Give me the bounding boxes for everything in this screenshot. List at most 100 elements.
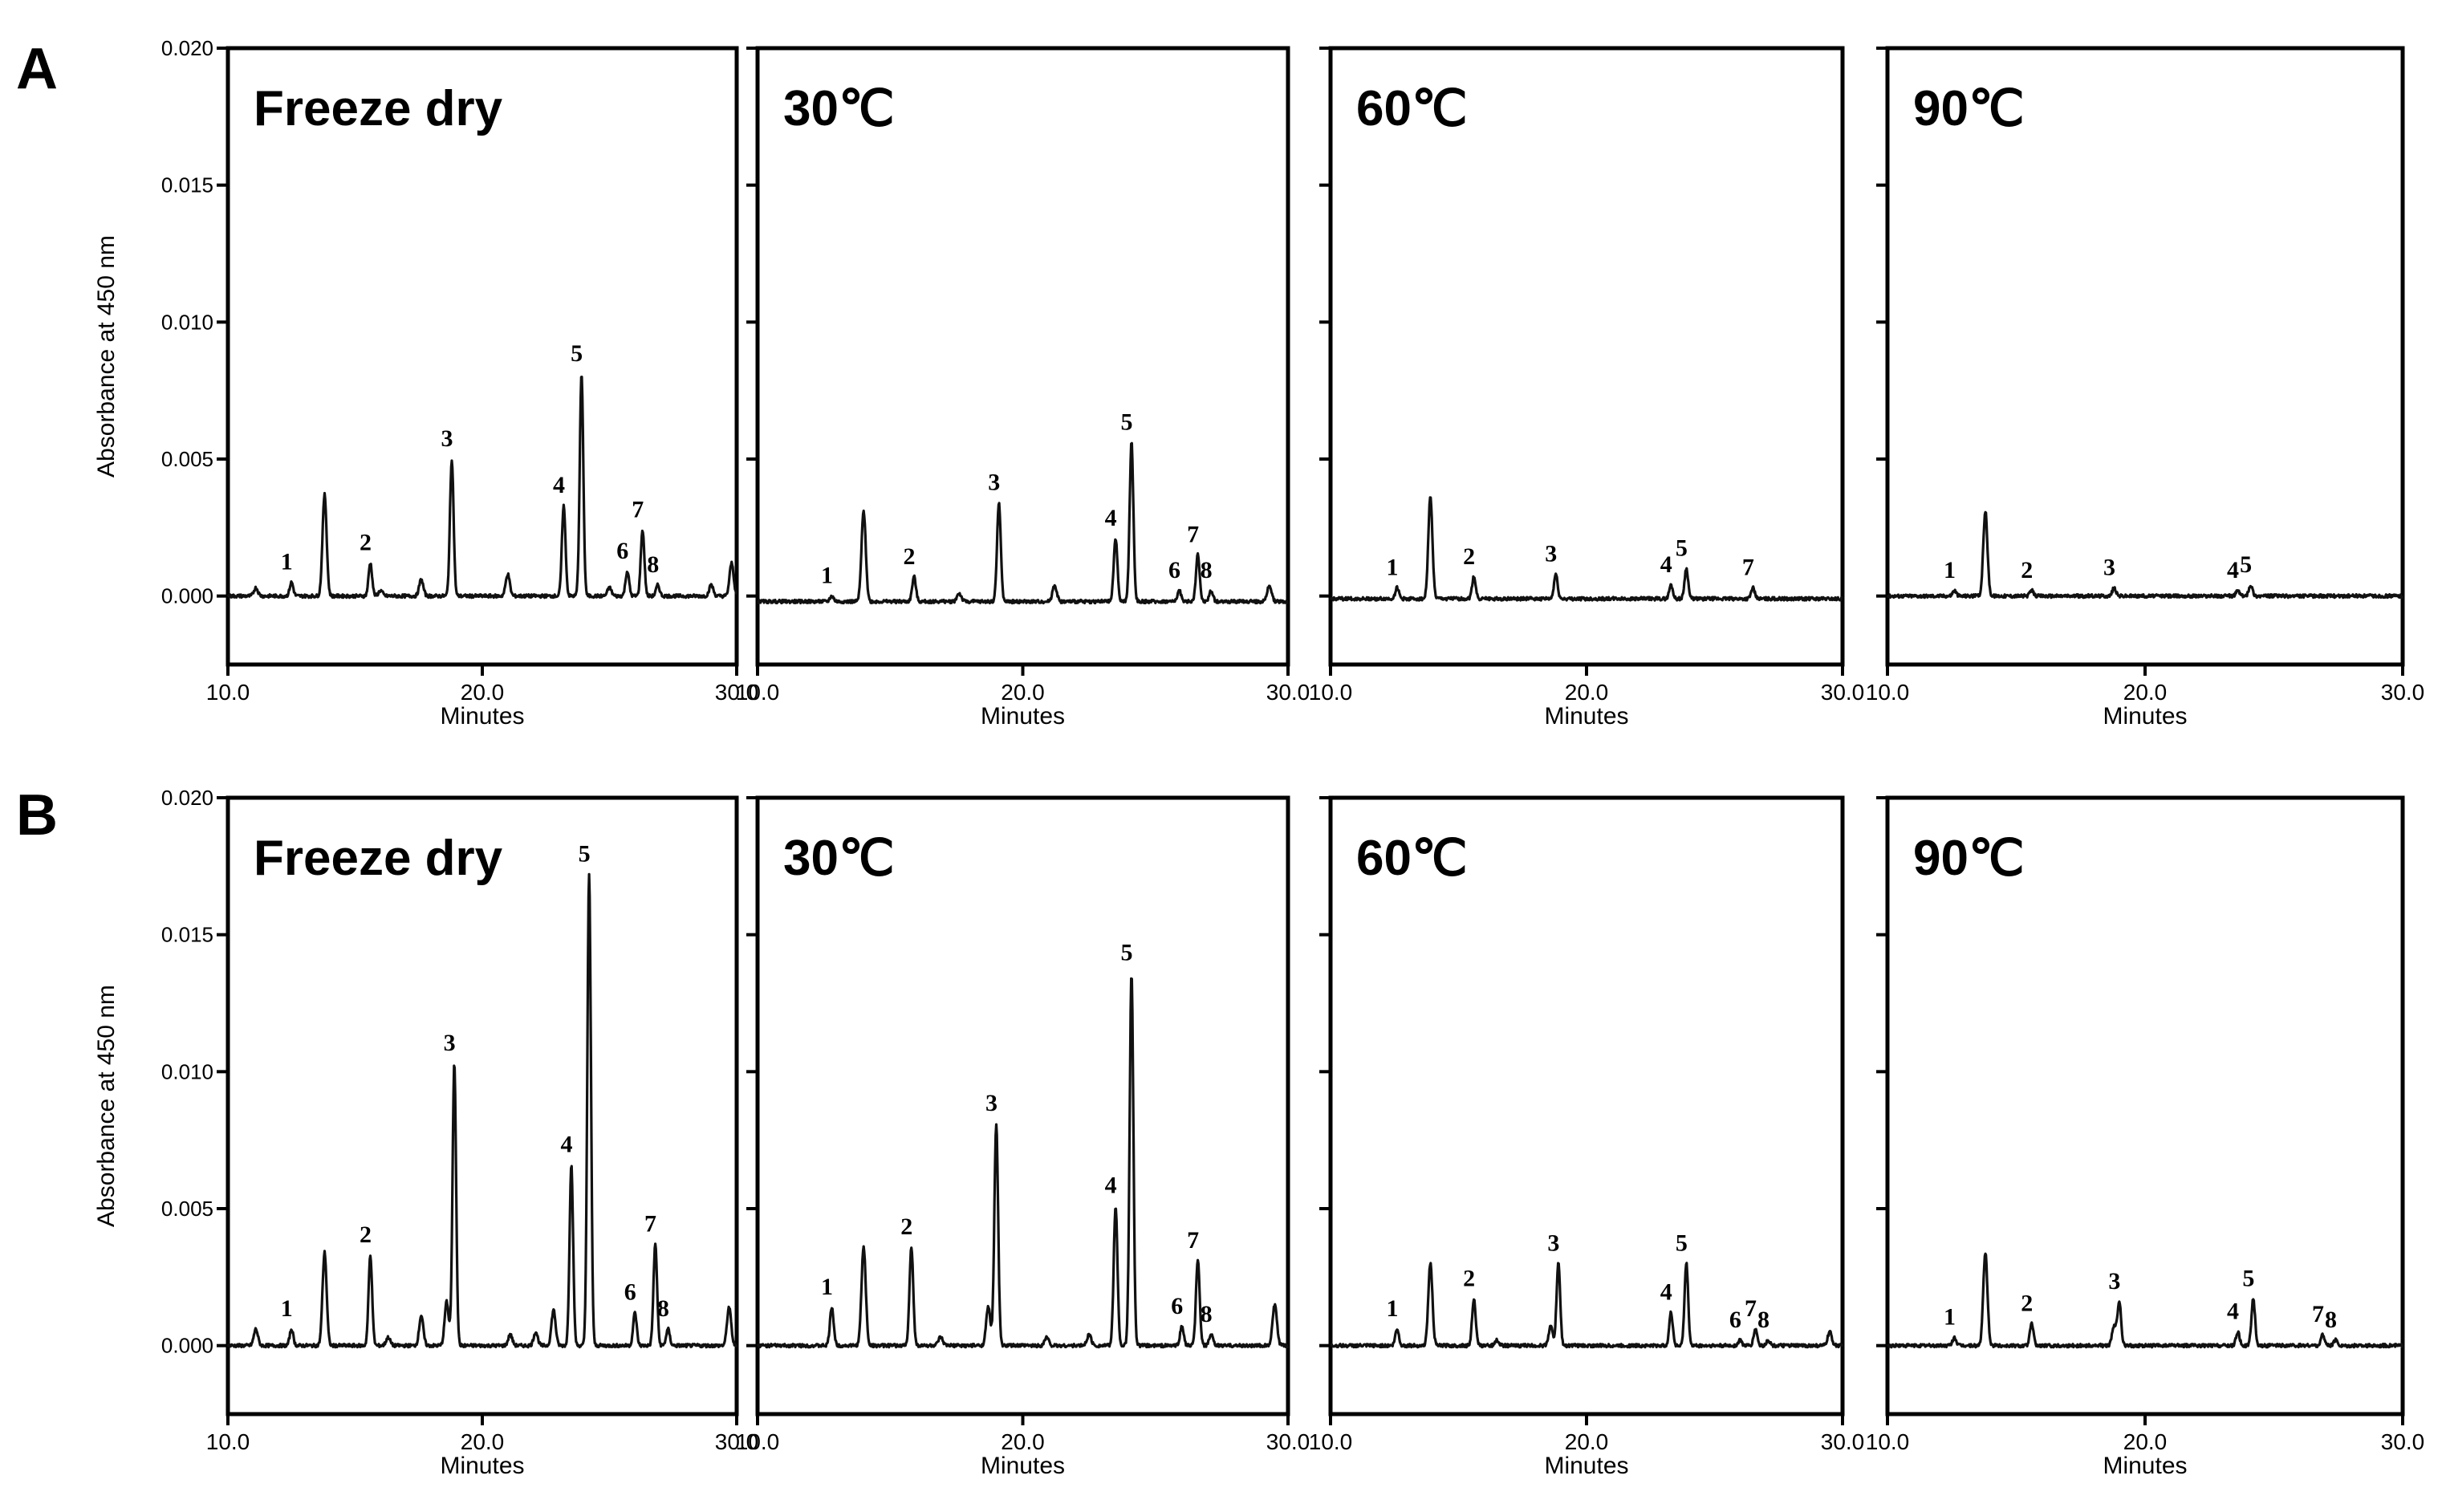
y-tick-label: 0.005 bbox=[161, 1197, 213, 1221]
panel-b-subplot-2-trace bbox=[756, 977, 1290, 1349]
y-tick-label: 0.000 bbox=[161, 1334, 213, 1358]
y-axis-title: Absorbance at 450 nm bbox=[93, 235, 120, 478]
peak-label-6: 6 bbox=[1168, 557, 1180, 583]
peak-label-3: 3 bbox=[985, 1090, 997, 1116]
peak-label-2: 2 bbox=[2021, 1290, 2033, 1316]
peak-label-4: 4 bbox=[560, 1131, 572, 1157]
peak-label-7: 7 bbox=[1187, 1227, 1199, 1254]
peak-label-3: 3 bbox=[2103, 554, 2115, 580]
y-tick-label: 0.010 bbox=[161, 1059, 213, 1083]
peak-label-6: 6 bbox=[624, 1279, 636, 1306]
peak-label-8: 8 bbox=[1201, 557, 1213, 583]
x-tick-label: 10.0 bbox=[736, 1429, 780, 1454]
peak-label-2: 2 bbox=[903, 543, 915, 570]
peak-label-8: 8 bbox=[657, 1295, 669, 1322]
peak-label-4: 4 bbox=[1105, 1173, 1117, 1199]
peak-label-5: 5 bbox=[1676, 1230, 1688, 1256]
peak-label-2: 2 bbox=[360, 1221, 372, 1248]
panel-a-subplot-4-frame bbox=[1885, 46, 2405, 667]
y-tick-label: 0.020 bbox=[161, 786, 213, 810]
x-tick-label: 20.0 bbox=[461, 1429, 505, 1454]
peak-label-7: 7 bbox=[1742, 554, 1754, 580]
x-tick-label: 20.0 bbox=[1001, 1429, 1045, 1454]
y-tick-label: 0.000 bbox=[161, 584, 213, 608]
panel-letter-a: A bbox=[16, 37, 58, 101]
peak-label-6: 6 bbox=[1729, 1307, 1741, 1333]
panel-b-subplot-1-trace bbox=[226, 872, 738, 1349]
peak-label-2: 2 bbox=[1463, 543, 1475, 570]
peak-label-1: 1 bbox=[1944, 557, 1956, 583]
x-axis-title: Minutes bbox=[1544, 703, 1628, 730]
peak-label-1: 1 bbox=[1944, 1303, 1956, 1330]
panel-letter-b: B bbox=[16, 783, 58, 847]
peak-label-3: 3 bbox=[988, 469, 1000, 496]
peak-label-5: 5 bbox=[2242, 1266, 2254, 1292]
peak-label-2: 2 bbox=[360, 530, 372, 556]
y-tick-label: 0.015 bbox=[161, 173, 213, 197]
y-tick-label: 0.010 bbox=[161, 310, 213, 334]
x-tick-label: 20.0 bbox=[1565, 680, 1609, 705]
peak-label-8: 8 bbox=[1757, 1307, 1769, 1333]
x-tick-label: 10.0 bbox=[206, 680, 250, 705]
peak-label-5: 5 bbox=[1676, 535, 1688, 562]
panel-b-subplot-4-trace bbox=[1886, 1252, 2403, 1349]
panel-b-subplot-2-title: 30℃ bbox=[783, 831, 895, 886]
panel-a-subplot-3-title: 60℃ bbox=[1356, 81, 1468, 136]
x-tick-label: 30.0 bbox=[1821, 1429, 1865, 1454]
panel-b-subplot-3-trace bbox=[1330, 1262, 1844, 1349]
panel-a-subplot-2-trace bbox=[757, 441, 1290, 605]
peak-label-7: 7 bbox=[644, 1210, 656, 1237]
peak-label-1: 1 bbox=[1386, 1295, 1398, 1322]
y-tick-label: 0.015 bbox=[161, 923, 213, 947]
peak-label-8: 8 bbox=[1201, 1301, 1213, 1327]
peak-label-6: 6 bbox=[616, 538, 628, 564]
peak-label-7: 7 bbox=[1745, 1295, 1757, 1322]
panel-a-subplot-3-frame bbox=[1328, 46, 1845, 667]
panel-a-subplot-1-title: Freeze dry bbox=[254, 81, 503, 136]
panel-a-subplot-4-trace bbox=[1886, 510, 2404, 600]
x-tick-label: 30.0 bbox=[715, 1429, 759, 1454]
x-tick-label: 10.0 bbox=[206, 1429, 250, 1454]
peak-label-5: 5 bbox=[2240, 551, 2252, 578]
peak-label-7: 7 bbox=[2312, 1301, 2324, 1327]
peak-label-2: 2 bbox=[1463, 1266, 1475, 1292]
y-tick-label: 0.020 bbox=[161, 36, 213, 60]
x-tick-label: 20.0 bbox=[1001, 680, 1045, 705]
x-tick-label: 30.0 bbox=[2381, 680, 2425, 705]
x-tick-label: 30.0 bbox=[1266, 680, 1310, 705]
peak-label-5: 5 bbox=[1121, 409, 1133, 436]
y-tick-label: 0.005 bbox=[161, 447, 213, 471]
peak-label-1: 1 bbox=[281, 549, 293, 575]
x-tick-label: 20.0 bbox=[2123, 680, 2168, 705]
panel-a-subplot-4-title: 90℃ bbox=[1913, 81, 2025, 136]
x-tick-label: 10.0 bbox=[736, 680, 780, 705]
x-tick-label: 20.0 bbox=[1565, 1429, 1609, 1454]
x-tick-label: 30.0 bbox=[2381, 1429, 2425, 1454]
peak-label-4: 4 bbox=[1105, 505, 1117, 531]
peak-label-5: 5 bbox=[579, 841, 591, 868]
peak-label-4: 4 bbox=[2227, 1299, 2239, 1325]
x-axis-title: Minutes bbox=[2103, 703, 2187, 730]
peak-label-8: 8 bbox=[2325, 1307, 2337, 1333]
x-tick-label: 10.0 bbox=[1866, 1429, 1910, 1454]
x-tick-label: 30.0 bbox=[1266, 1429, 1310, 1454]
peak-label-6: 6 bbox=[1171, 1293, 1183, 1319]
y-axis-title: Absorbance at 450 nm bbox=[93, 985, 120, 1227]
x-axis-title: Minutes bbox=[440, 1453, 524, 1479]
peak-label-3: 3 bbox=[444, 1030, 456, 1056]
x-axis-title: Minutes bbox=[981, 1453, 1065, 1479]
peak-label-5: 5 bbox=[571, 340, 583, 367]
panel-b-subplot-4-title: 90℃ bbox=[1913, 831, 2025, 886]
peak-label-3: 3 bbox=[2108, 1268, 2120, 1295]
panel-a-subplot-1-frame bbox=[226, 46, 739, 667]
x-tick-label: 10.0 bbox=[1309, 1429, 1353, 1454]
peak-label-5: 5 bbox=[1121, 939, 1133, 965]
peak-label-2: 2 bbox=[900, 1213, 912, 1240]
peak-label-3: 3 bbox=[441, 425, 453, 452]
peak-label-8: 8 bbox=[647, 551, 659, 578]
panel-b-subplot-3-title: 60℃ bbox=[1356, 831, 1468, 886]
peak-label-4: 4 bbox=[2227, 557, 2239, 583]
panel-b-subplot-1-title: Freeze dry bbox=[254, 831, 503, 886]
peak-label-4: 4 bbox=[553, 472, 565, 498]
